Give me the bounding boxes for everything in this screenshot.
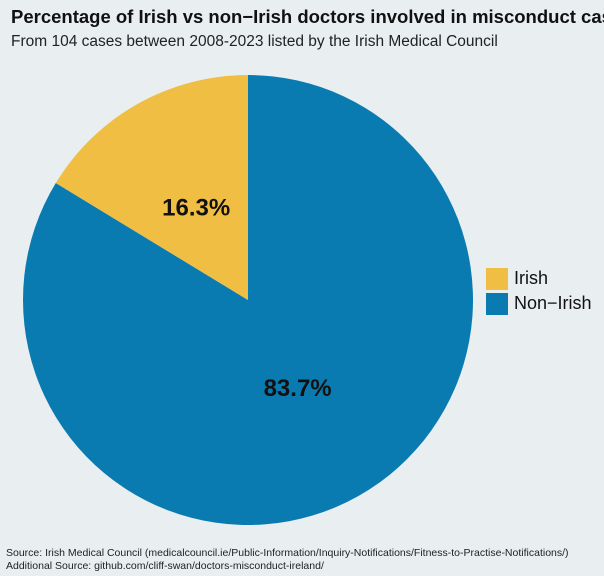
- legend: Irish Non−Irish: [486, 266, 592, 316]
- pie-slice-non-irish: [22, 75, 473, 525]
- legend-item-non-irish: Non−Irish: [486, 291, 592, 316]
- legend-item-irish: Irish: [486, 266, 592, 291]
- legend-swatch-non-irish: [486, 292, 508, 315]
- legend-swatch-irish: [486, 267, 508, 290]
- additional-source-line: Additional Source: github.com/cliff-swan…: [6, 560, 324, 572]
- chart-subtitle: From 104 cases between 2008-2023 listed …: [11, 33, 498, 50]
- legend-label-irish: Irish: [514, 268, 549, 288]
- pie-slice-irish: [55, 75, 248, 300]
- pie-label-irish: 16.3%: [162, 194, 230, 221]
- pie-label-non-irish: 83.7%: [264, 375, 332, 402]
- source-note: Source: Irish Medical Council (medicalco…: [6, 547, 569, 573]
- chart-title: Percentage of Irish vs non−Irish doctors…: [11, 6, 604, 27]
- source-line: Source: Irish Medical Council (medicalco…: [6, 547, 569, 559]
- legend-label-non-irish: Non−Irish: [514, 293, 592, 313]
